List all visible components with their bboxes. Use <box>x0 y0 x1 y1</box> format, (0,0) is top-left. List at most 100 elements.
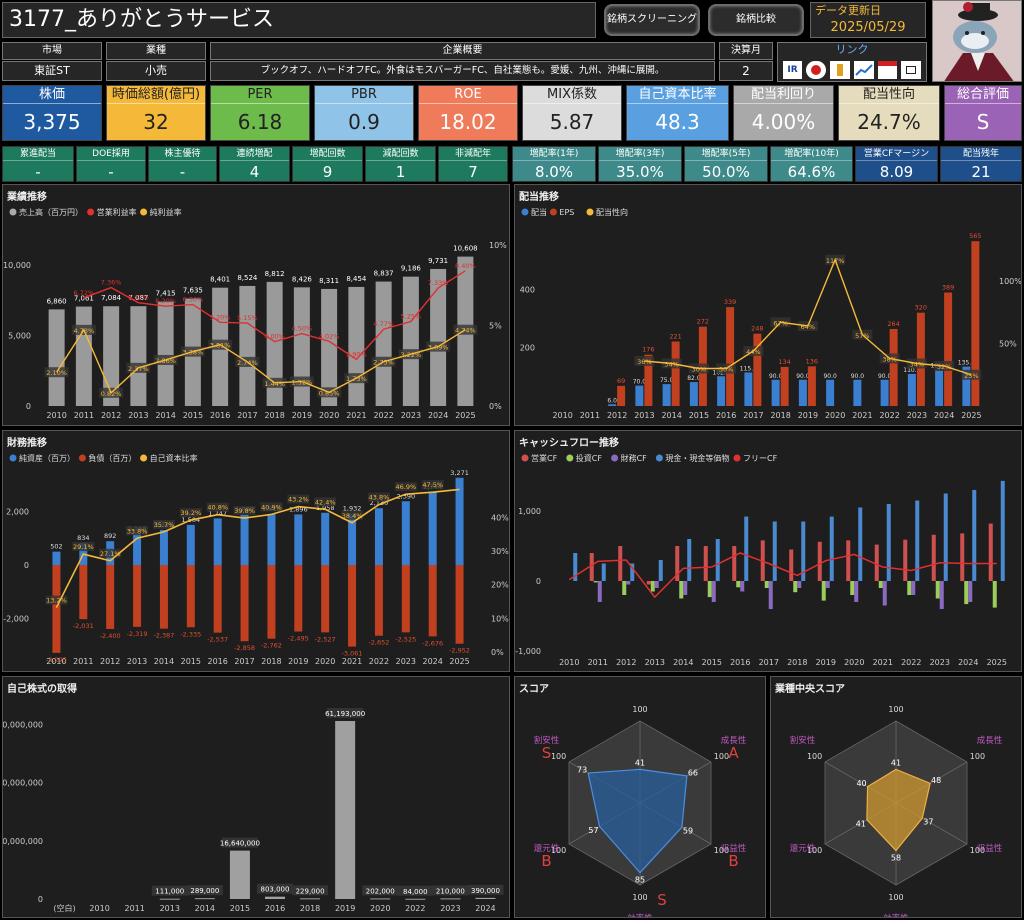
x-tick: 2022 <box>405 904 425 913</box>
equity-bg <box>287 494 310 504</box>
x-tick: (空白) <box>53 903 75 913</box>
legend-marker <box>78 454 86 462</box>
screening-button[interactable]: 銘柄スクリーニング <box>604 4 700 36</box>
sales-bar <box>402 276 419 406</box>
fin-cf-bar <box>654 581 659 588</box>
y2-tick: 10% <box>491 614 509 623</box>
compare-button[interactable]: 銘柄比較 <box>708 4 804 36</box>
equity-bg <box>152 519 175 529</box>
x-tick: 2023 <box>401 411 421 420</box>
legend-label: 純利益率 <box>150 207 182 217</box>
y2-tick: 50% <box>999 340 1017 349</box>
inv-cf-bar <box>707 581 712 598</box>
metric-value: 48.3 <box>655 110 700 134</box>
op-margin-label: 2.90% <box>346 350 367 358</box>
ir-link-icon[interactable]: IR <box>783 61 802 79</box>
y-tick: 1,000 <box>518 507 541 516</box>
x-tick: 2010 <box>46 657 66 666</box>
buyback-label-bg <box>362 885 399 896</box>
financial-panel: 財務推移 純資産（百万） 負債（百万） 自己資本比率 -2,000 0 2,000 0% 10… <box>2 430 510 672</box>
net-margin-label: 1.52% <box>292 379 313 387</box>
inv-cf-bar <box>593 581 598 583</box>
op-cf-bar <box>646 581 651 585</box>
sales-bar <box>103 306 120 406</box>
dividend-bar <box>826 379 835 406</box>
chart-link-icon[interactable] <box>854 61 874 79</box>
op-cf-bar <box>675 546 680 581</box>
x-tick: 2015 <box>230 904 250 913</box>
small-metric-3: 連続増配 4 <box>219 146 290 182</box>
cash-bar <box>658 560 663 581</box>
legend-label: 現金・現金等価物 <box>665 453 729 463</box>
buyback-label: 210,000 <box>436 887 465 895</box>
equity-bg <box>260 502 283 512</box>
y2-tick: 100% <box>999 277 1021 286</box>
x-tick: 2016 <box>265 904 285 913</box>
news-link-icon[interactable] <box>878 61 897 79</box>
liabilities-bar <box>455 565 464 644</box>
x-tick: 2016 <box>208 657 228 666</box>
liabilities-label: -2,335 <box>180 630 201 638</box>
inv-cf-bar <box>679 581 684 599</box>
op-cf-bar <box>903 539 908 581</box>
net-margin-label: 2.10% <box>46 369 67 377</box>
legend-label: EPS <box>559 208 574 217</box>
eps-bar <box>671 341 680 406</box>
liabilities-bar <box>428 565 437 637</box>
metric-label: 株価 <box>3 86 101 104</box>
buyback-label: 289,000 <box>190 887 219 895</box>
dividend-bar <box>853 379 862 406</box>
x-tick: 2011 <box>73 657 93 666</box>
equity-label: 42.4% <box>315 498 336 506</box>
metric-label: 配当利回り <box>734 86 833 104</box>
radar-area <box>587 768 688 874</box>
x-tick: 2014 <box>673 658 693 667</box>
fiscal-label: 決算月 <box>719 42 773 60</box>
liabilities-label: -2,319 <box>127 630 148 638</box>
equity-bg <box>206 502 229 512</box>
market-value: 東証ST <box>2 61 102 81</box>
liabilities-label: -2,652 <box>368 639 389 647</box>
cashflow-panel: キャッシュフロー推移 営業CF 投資CF 財務CF 現金・現金等価物 フリーCF -1,0… <box>514 430 1022 672</box>
small-metric-value: - <box>108 163 114 181</box>
liabilities-bar <box>52 565 61 653</box>
person-link-icon[interactable] <box>830 61 850 79</box>
sales-label: 8,812 <box>265 270 285 278</box>
eps-bar <box>726 307 735 406</box>
eps-label: 320 <box>915 304 927 312</box>
yutai-link-icon[interactable] <box>901 61 921 79</box>
metric-2: PER 6.18 <box>210 85 310 141</box>
net-assets-bar <box>321 512 330 565</box>
sales-bar <box>293 287 310 406</box>
x-tick: 2014 <box>195 904 215 913</box>
equity-label: 46.9% <box>395 483 416 491</box>
x-tick: 2025 <box>449 657 469 666</box>
metric-3: PBR 0.9 <box>314 85 414 141</box>
net-assets-bar <box>133 533 142 565</box>
sales-bar <box>48 309 65 406</box>
radar-axis-label: 割安性 <box>790 735 816 746</box>
buyback-label: 229,000 <box>296 887 325 895</box>
sales-label: 7,061 <box>74 295 94 303</box>
op-cf-bar <box>817 541 822 581</box>
x-tick: 2019 <box>335 904 355 913</box>
buyback-title: 自己株式の取得 <box>7 684 77 695</box>
small-metric-value: - <box>179 163 186 181</box>
sales-bar <box>266 281 283 406</box>
net-assets-bar <box>401 501 410 565</box>
metric-label: 配当性向 <box>839 86 939 104</box>
buyback-chart: 0 20,000,000 40,000,000 60,000,000 (空白) 2010 2… <box>3 707 504 913</box>
x-tick: 2015 <box>183 411 203 420</box>
inv-cf-bar <box>821 581 826 601</box>
cash-bar <box>772 521 777 581</box>
radar-value: 66 <box>688 768 698 777</box>
net-assets-label: 1,896 <box>289 505 308 513</box>
liabilities-bar <box>133 565 142 627</box>
radar-value: 57 <box>588 826 598 835</box>
x-tick: 2021 <box>873 658 893 667</box>
radar-axis-label: 成長性 <box>977 735 1003 746</box>
x-tick: 2025 <box>455 411 475 420</box>
ranking-link-icon[interactable] <box>806 61 826 79</box>
equity-label: 39.2% <box>180 509 201 517</box>
small-metric-label: 増配率(10年) <box>771 147 852 161</box>
